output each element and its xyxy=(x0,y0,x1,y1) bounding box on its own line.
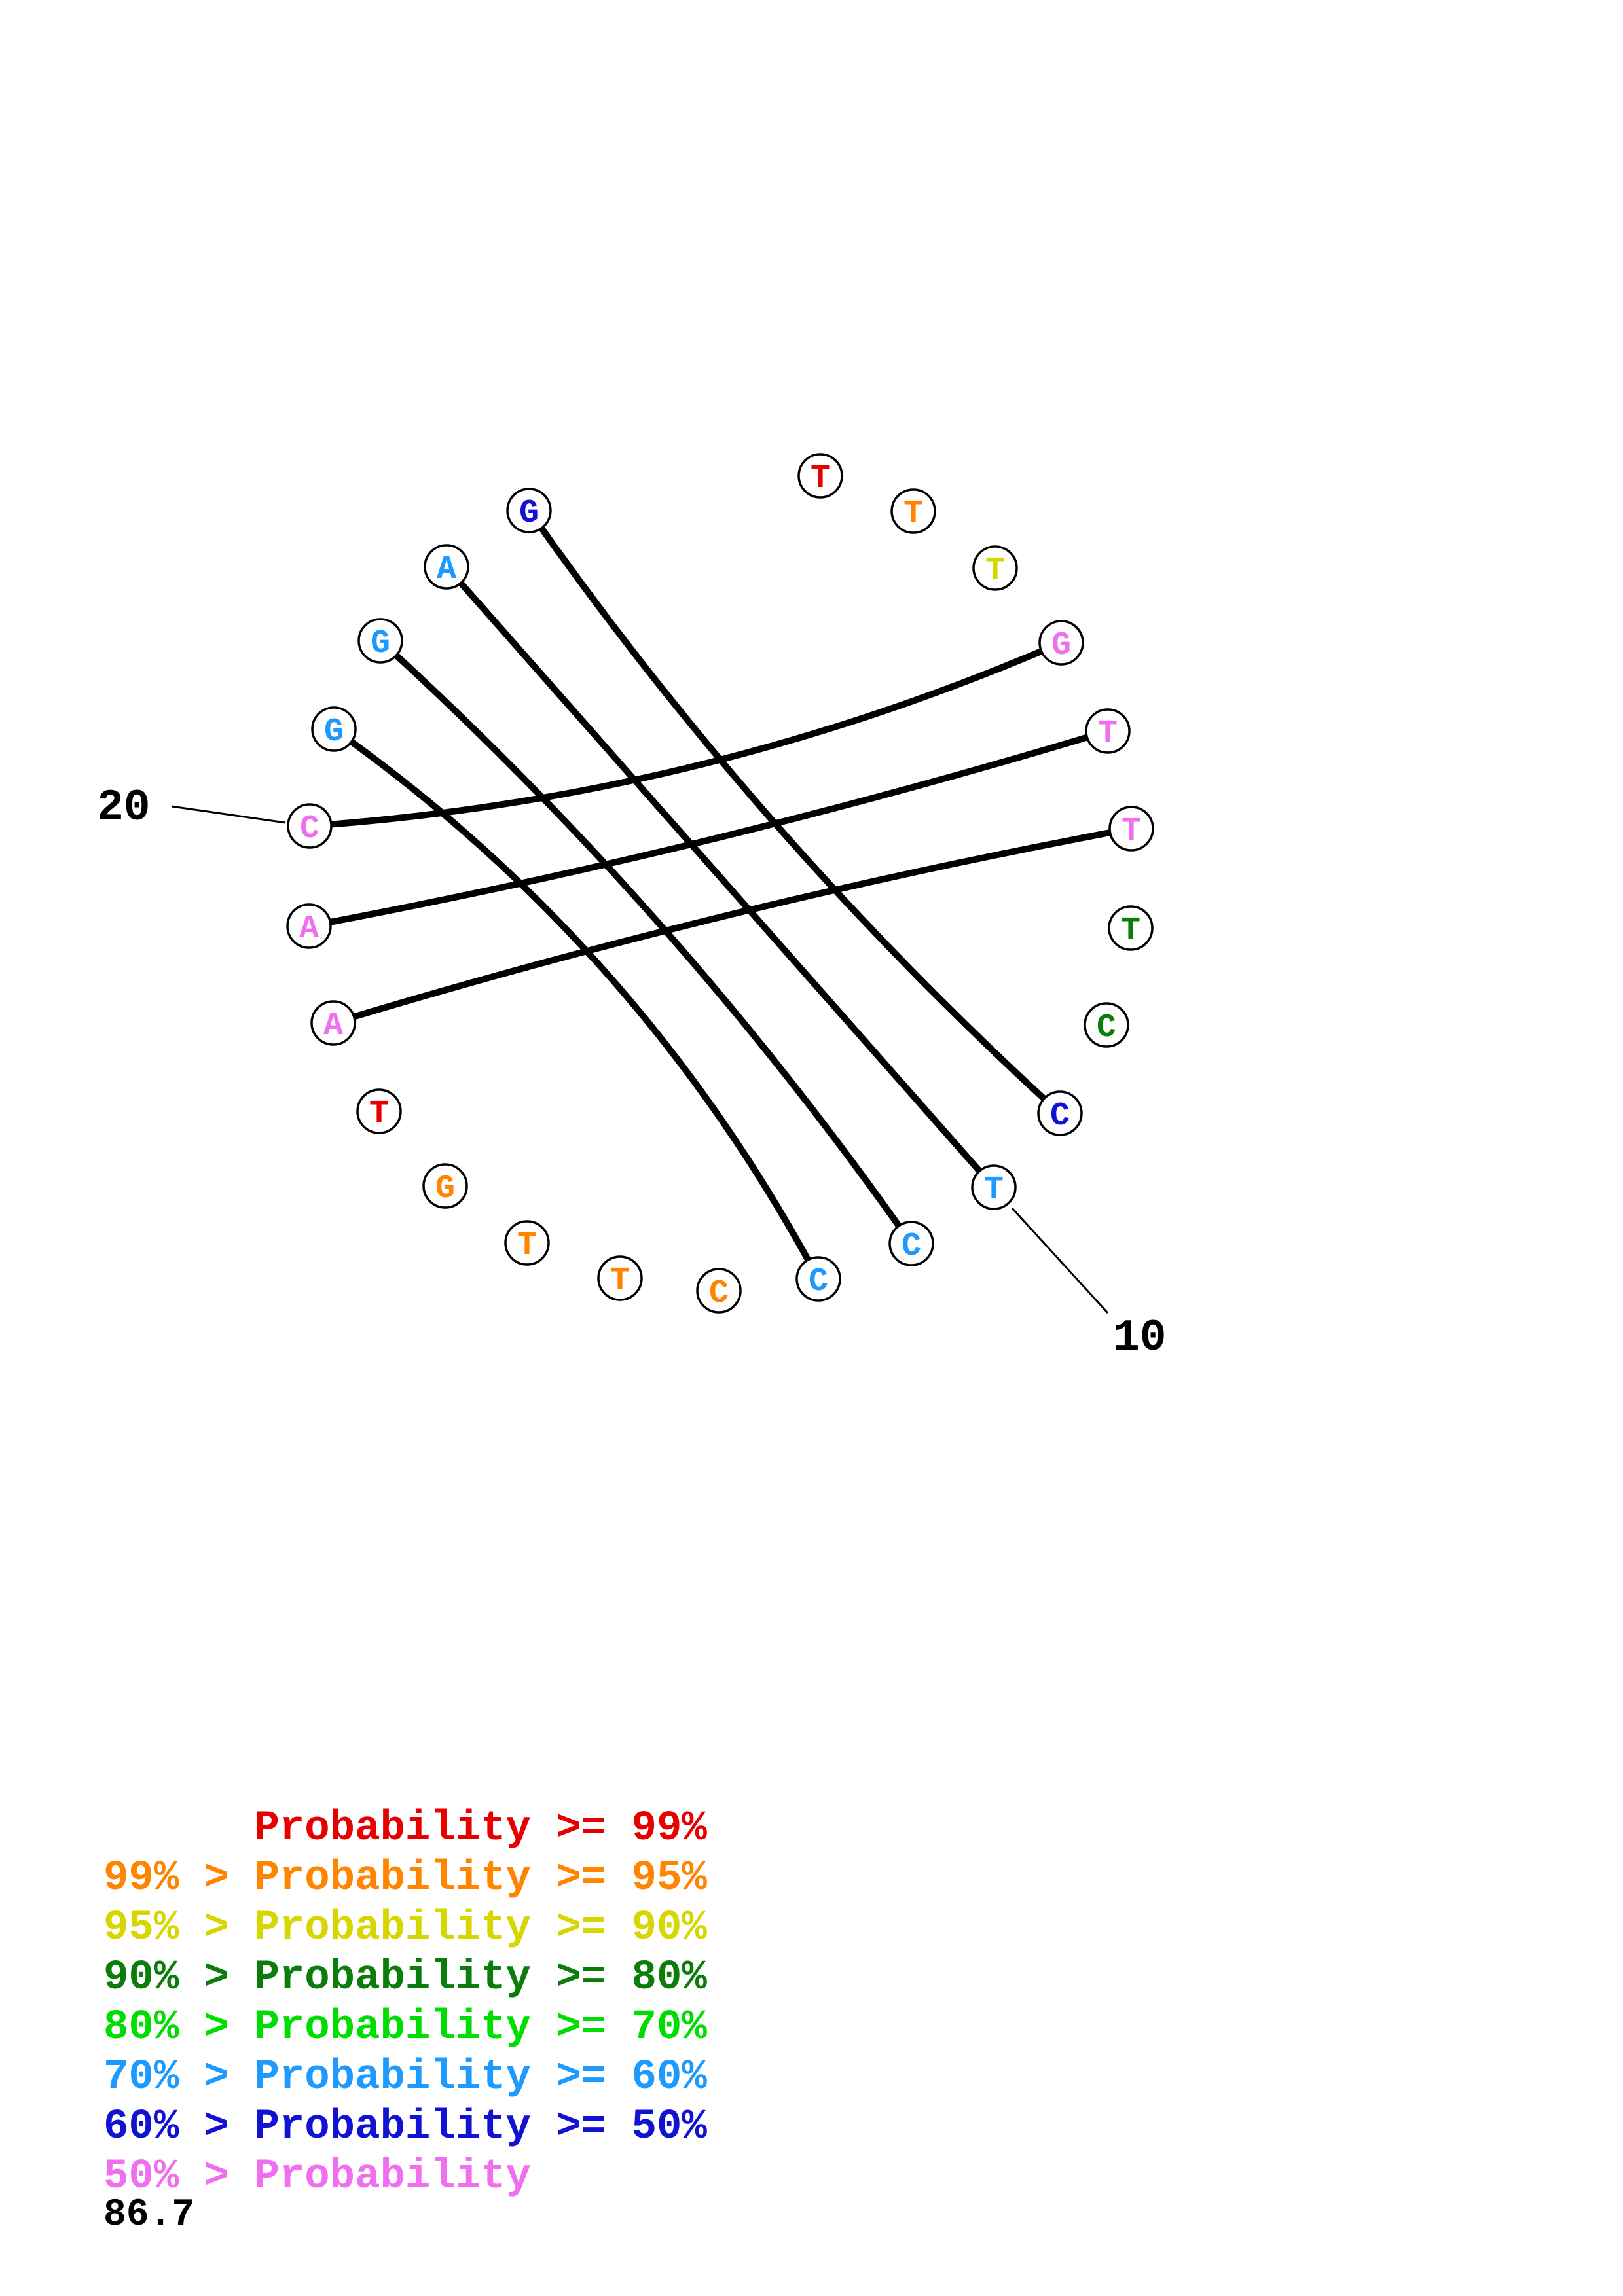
nucleotide-circle xyxy=(888,1221,934,1266)
base-letter: C xyxy=(809,1263,828,1300)
base-letter: C xyxy=(1050,1098,1070,1135)
nucleotide-7-T: T xyxy=(1108,905,1154,951)
nucleotide-circle xyxy=(795,1256,841,1302)
nucleotide-12-C: C xyxy=(795,1256,841,1302)
probability-legend: Probability >= 99% 99% > Probability >= 9… xyxy=(103,1804,707,2202)
base-letter: C xyxy=(709,1275,729,1312)
nucleotide-16-G: G xyxy=(422,1163,468,1209)
nucleotide-21-G: G xyxy=(311,706,357,752)
nucleotide-9-C: C xyxy=(1037,1090,1083,1136)
pair-chord-24-9 xyxy=(526,507,1063,1117)
nucleotide-15-T: T xyxy=(504,1220,550,1266)
nucleotide-10-T: T xyxy=(971,1164,1017,1210)
nucleotide-circle xyxy=(890,488,936,534)
base-letter: T xyxy=(610,1263,630,1300)
index-pointer-line-10 xyxy=(1011,1207,1109,1314)
legend-row-6: 70% > Probability >= 60% xyxy=(103,2054,707,2101)
nucleotide-22-G: G xyxy=(357,618,403,664)
pair-chord-18-6 xyxy=(330,825,1135,1026)
nucleotide-circle xyxy=(1038,620,1084,666)
base-letter: G xyxy=(371,625,390,662)
nucleotide-19-A: A xyxy=(286,903,332,949)
nucleotide-circle xyxy=(696,1268,742,1314)
nucleotide-circle xyxy=(424,544,469,590)
nucleotide-23-A: A xyxy=(424,544,469,590)
base-letter: T xyxy=(517,1227,537,1265)
nucleotide-circle xyxy=(286,903,332,949)
base-letter: G xyxy=(324,713,344,751)
pair-chord-23-10 xyxy=(443,564,997,1191)
nucleotide-13-C: C xyxy=(696,1268,742,1314)
nucleotide-circle xyxy=(1108,905,1154,951)
base-letter: C xyxy=(300,810,319,848)
pair-chords xyxy=(306,507,1135,1282)
nucleotide-18-A: A xyxy=(310,1000,356,1046)
nucleotide-circle xyxy=(972,545,1018,591)
nucleotide-circle xyxy=(310,1000,356,1046)
base-letter: A xyxy=(437,551,456,588)
nucleotide-3-T: T xyxy=(972,545,1018,591)
legend-row-4: 90% > Probability >= 80% xyxy=(103,1954,707,2001)
pair-chord-22-11 xyxy=(377,637,915,1247)
base-letter: T xyxy=(985,552,1005,590)
nucleotide-8-C: C xyxy=(1084,1002,1129,1048)
base-letter: G xyxy=(435,1170,455,1208)
base-letter: G xyxy=(519,495,539,532)
legend-row-5: 80% > Probability >= 70% xyxy=(103,2004,707,2051)
legend-row-8: 50% > Probability xyxy=(103,2153,531,2200)
nucleotide-circle xyxy=(422,1163,468,1209)
index-label-10: 10 xyxy=(1113,1313,1167,1363)
pair-chord-21-12 xyxy=(331,726,822,1282)
base-letter: T xyxy=(1121,912,1140,950)
nucleotide-circle xyxy=(506,488,552,533)
nucleotide-14-T: T xyxy=(597,1255,643,1301)
nucleotide-4-G: G xyxy=(1038,620,1084,666)
nucleotide-circle xyxy=(1084,1002,1129,1048)
nucleotide-circle xyxy=(597,1255,643,1301)
nucleotide-24-G: G xyxy=(506,488,552,533)
base-letter: T xyxy=(1098,715,1118,753)
legend-row-1: Probability >= 99% xyxy=(103,1805,707,1852)
base-letter: T xyxy=(811,460,830,497)
base-letter: C xyxy=(902,1228,921,1265)
nucleotide-circle xyxy=(287,803,333,849)
index-pointer-line-20 xyxy=(171,805,286,824)
nucleotide-circle xyxy=(356,1088,402,1134)
nucleotide-circle xyxy=(504,1220,550,1266)
legend-row-7: 60% > Probability >= 50% xyxy=(103,2104,707,2151)
score-value: 86.7 xyxy=(103,2194,195,2236)
nucleotide-11-C: C xyxy=(888,1221,934,1266)
nucleotide-1-T: T xyxy=(797,453,843,499)
base-letter: T xyxy=(1122,813,1141,850)
pair-chord-20-4 xyxy=(306,639,1065,829)
pair-chord-19-5 xyxy=(306,728,1111,929)
nucleotide-circle xyxy=(1037,1090,1083,1136)
nucleotide-6-T: T xyxy=(1108,806,1154,852)
nucleotide-circle xyxy=(357,618,403,664)
nucleotide-nodes: T T T G T T T C C T C C C T T G T A A C G G A G xyxy=(286,453,1154,1314)
nucleotide-circle xyxy=(1085,708,1131,754)
legend-row-3: 95% > Probability >= 90% xyxy=(103,1905,707,1952)
base-letter: G xyxy=(1051,627,1071,664)
base-letter: T xyxy=(984,1172,1004,1209)
base-letter: A xyxy=(323,1007,343,1045)
base-letter: A xyxy=(299,910,319,948)
nucleotide-circle xyxy=(1108,806,1154,852)
base-letter: T xyxy=(903,495,923,533)
legend-row-2: 99% > Probability >= 95% xyxy=(103,1855,707,1902)
index-label-20: 20 xyxy=(97,783,151,833)
base-letter: T xyxy=(369,1096,389,1133)
nucleotide-circle xyxy=(311,706,357,752)
nucleotide-circle xyxy=(971,1164,1017,1210)
nucleotide-2-T: T xyxy=(890,488,936,534)
nucleotide-20-C: C xyxy=(287,803,333,849)
base-letter: C xyxy=(1097,1009,1116,1047)
nucleotide-circle xyxy=(797,453,843,499)
nucleotide-5-T: T xyxy=(1085,708,1131,754)
nucleotide-17-T: T xyxy=(356,1088,402,1134)
